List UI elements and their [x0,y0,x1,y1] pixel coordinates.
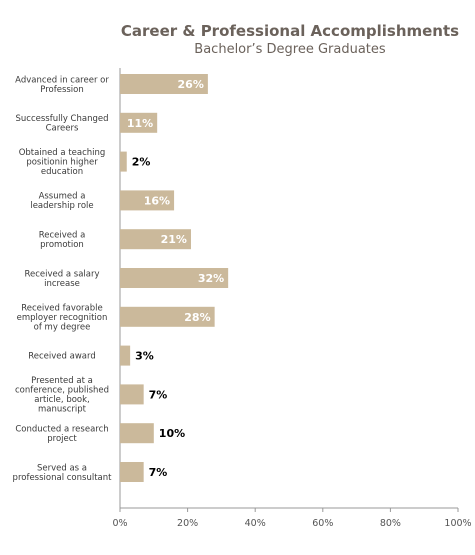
x-tick-label: 60% [312,518,333,529]
category-label: Received favorable employer recognition of… [17,303,108,332]
bar [120,190,175,211]
x-tick-label: 0% [112,518,127,529]
data-label: 16% [144,194,170,207]
data-label: 2% [132,156,151,169]
bar [120,306,215,327]
category-label: Received a promotion [39,230,86,250]
data-label: 26% [178,78,204,91]
category-label: Assumed a leadership role [30,192,93,212]
category-label: Conducted a research project [15,424,108,444]
bar [120,345,131,366]
category-label: Received a salary increase [24,269,99,289]
bar [120,151,127,172]
category-label: Successfully Changed Careers [16,114,109,134]
x-tick-label: 80% [380,518,401,529]
data-label: 3% [135,350,154,363]
data-label: 28% [184,311,210,324]
category-label: Presented at a conference, published artic… [15,376,109,415]
bar [120,462,144,482]
bar [120,229,191,250]
bar [120,384,144,405]
x-tick-label: 40% [245,518,266,529]
bar [120,112,158,133]
x-tick-label: 20% [177,518,198,529]
chart-subtitle: Bachelor’s Degree Graduates [194,42,386,57]
data-label: 21% [161,233,187,246]
category-label: Served as a professional consultant [13,463,113,483]
bar [120,74,208,94]
x-tick-label: 100% [444,518,471,529]
category-label: Received award [28,352,96,362]
category-label: Obtained a teaching positionin higher educ… [19,148,106,177]
category-label: Advanced in career or Profession [15,75,109,95]
data-label: 32% [198,272,224,285]
data-label: 11% [127,117,153,130]
data-label: 10% [159,427,185,440]
data-label: 7% [149,388,168,401]
bar [120,423,154,444]
bar [120,268,229,288]
chart-title: Career & Professional Accomplishments [120,22,460,40]
data-label: 7% [149,466,168,479]
